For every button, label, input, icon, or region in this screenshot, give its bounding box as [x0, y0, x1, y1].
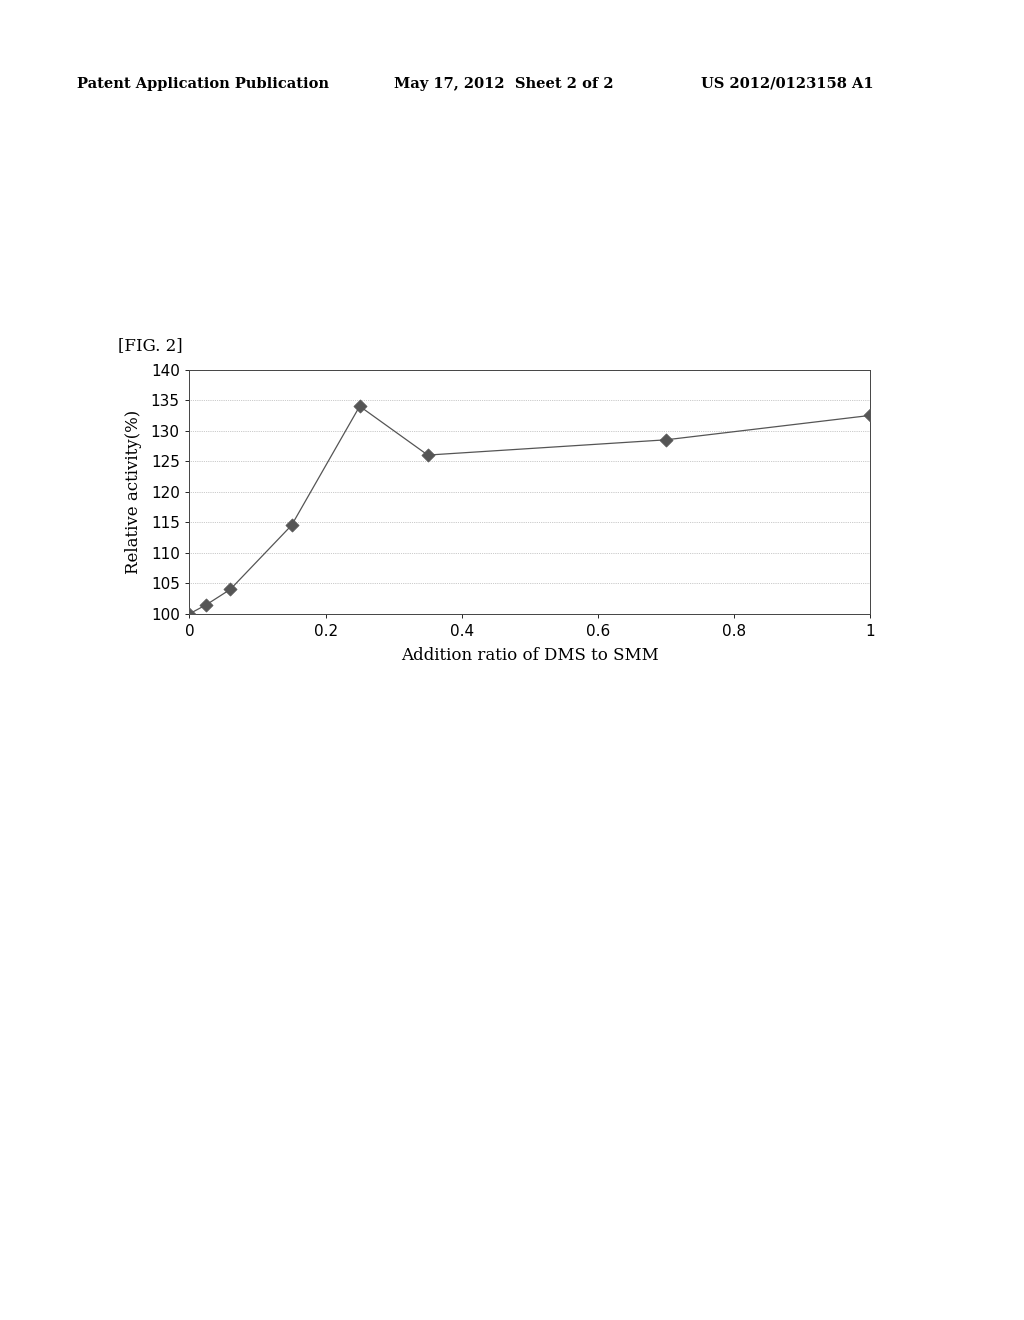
- Text: Patent Application Publication: Patent Application Publication: [77, 77, 329, 91]
- Point: [862, 405, 879, 426]
- Text: [FIG. 2]: [FIG. 2]: [118, 337, 182, 354]
- Point: [657, 429, 674, 450]
- Text: May 17, 2012  Sheet 2 of 2: May 17, 2012 Sheet 2 of 2: [394, 77, 613, 91]
- Point: [284, 515, 300, 536]
- Point: [420, 445, 436, 466]
- Point: [199, 594, 215, 615]
- Point: [181, 603, 198, 624]
- Text: US 2012/0123158 A1: US 2012/0123158 A1: [701, 77, 874, 91]
- Y-axis label: Relative activity(%): Relative activity(%): [125, 409, 142, 574]
- Point: [222, 578, 239, 599]
- Point: [351, 396, 368, 417]
- X-axis label: Addition ratio of DMS to SMM: Addition ratio of DMS to SMM: [401, 647, 658, 664]
